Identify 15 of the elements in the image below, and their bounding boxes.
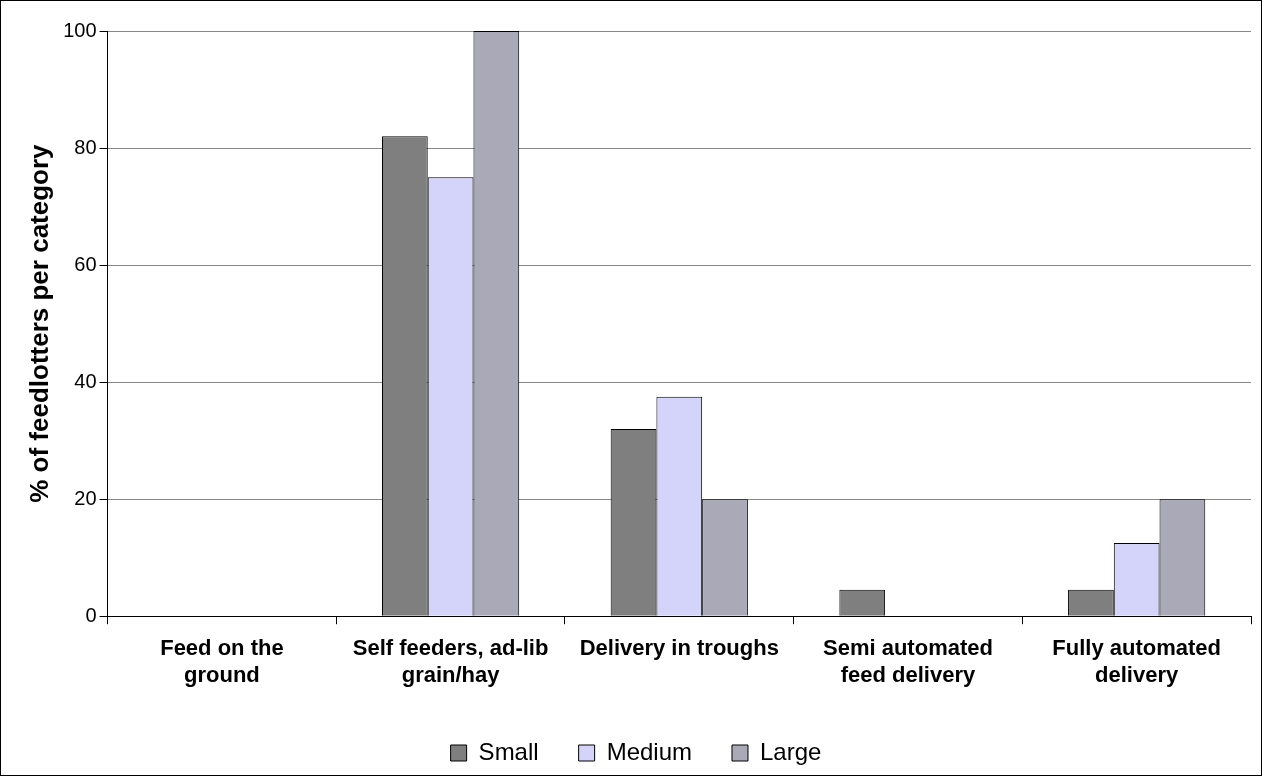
y-tick-label: 20 [74,486,97,509]
x-tick-label: Fully automated delivery [1052,635,1221,687]
x-tick-label: Self feeders, ad-lib grain/hay [352,635,549,687]
legend-label: Large [759,737,822,765]
x-tick-label: Delivery in troughs [579,635,779,661]
x-tick-label: Feed on the ground [160,635,284,687]
y-tick-label: 60 [74,252,97,275]
y-tick-label: 40 [74,369,97,392]
y-tick-label: 80 [74,135,97,158]
y-tick-label: 0 [85,603,97,626]
y-axis-title: % of feedlotters per category [23,143,54,503]
legend-label: Small [478,737,539,765]
x-tick-label: Semi automated feed delivery [823,635,993,687]
legend-label: Medium [606,737,692,765]
y-tick-label: 100 [63,18,97,41]
